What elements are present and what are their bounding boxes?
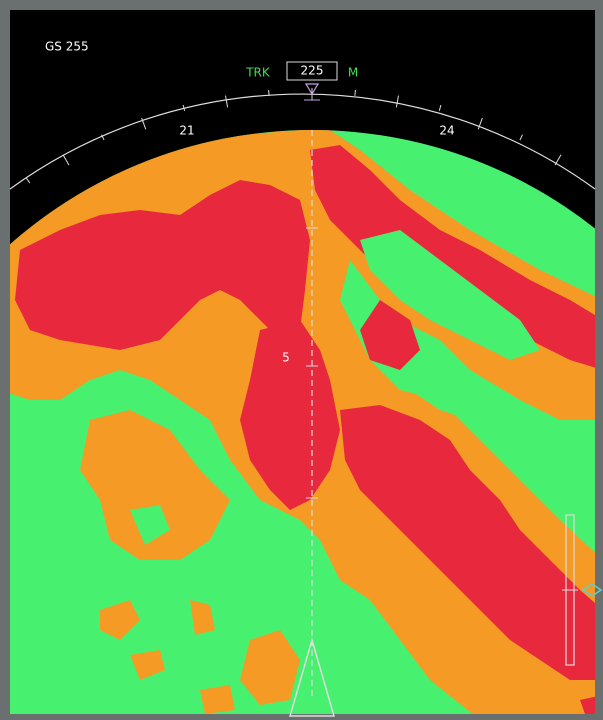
heading-value: 225: [301, 64, 324, 78]
track-label: TRK: [245, 66, 271, 80]
compass-tick: [355, 90, 356, 96]
compass-label: 24: [439, 124, 454, 138]
compass-tick: [269, 90, 270, 96]
heading-reference: M: [348, 66, 358, 80]
page: GS 255 TRK 225 M 21 24 5 (() => { const …: [0, 0, 603, 720]
ground-speed: GS 255: [45, 40, 89, 54]
compass-label: 21: [179, 124, 194, 138]
weather-radar: [0, 100, 603, 720]
navigation-display: GS 255 TRK 225 M 21 24 5: [0, 0, 603, 720]
range-label: 5: [282, 351, 290, 365]
